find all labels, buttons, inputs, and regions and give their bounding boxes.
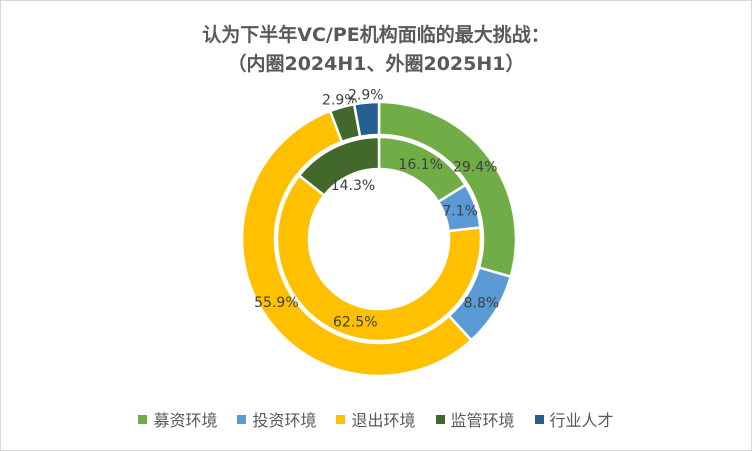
data-label-2024H1-0: 16.1% [398, 157, 442, 173]
legend-swatch [138, 414, 148, 424]
legend-label: 行业人才 [549, 411, 614, 430]
slice-2025H1-4 [352, 100, 381, 139]
legend-item: 投资环境 [237, 407, 316, 431]
data-label-2024H1-2: 62.5% [333, 315, 377, 331]
legend-item: 行业人才 [534, 407, 614, 431]
data-label-2025H1-2: 55.9% [254, 295, 298, 311]
data-label-2025H1-3: 2.9% [322, 92, 358, 108]
legend-swatch [336, 414, 346, 424]
legend-swatch [534, 414, 544, 424]
legend-item: 监管环境 [435, 407, 515, 431]
data-label-2024H1-1: 7.1% [442, 204, 478, 220]
slice-2024H1-3 [297, 135, 381, 198]
legend-swatch [435, 414, 445, 424]
slice-2025H1-2 [240, 109, 474, 378]
legend-label: 退出环境 [351, 411, 416, 430]
legend-item: 募资环境 [138, 407, 217, 431]
slice-2024H1-2 [275, 173, 483, 343]
data-label-2024H1-3: 14.3% [331, 178, 375, 194]
legend-label: 监管环境 [450, 411, 515, 430]
data-label-2025H1-1: 8.8% [464, 296, 500, 312]
chart-title: 认为下半年VC/PE机构面临的最大挑战： [202, 24, 550, 46]
legend-swatch [237, 414, 247, 424]
legend-label: 投资环境 [252, 411, 317, 430]
legend-label: 募资环境 [153, 411, 218, 430]
legend: 募资环境 投资环境 退出环境 监管环境 行业人才 [1, 407, 751, 431]
data-label-2025H1-0: 29.4% [453, 159, 497, 175]
data-label-2025H1-4: 2.9% [348, 88, 384, 104]
chart-subtitle: （内圈2024H1、外圈2025H1） [227, 53, 525, 75]
legend-item: 退出环境 [336, 407, 416, 431]
